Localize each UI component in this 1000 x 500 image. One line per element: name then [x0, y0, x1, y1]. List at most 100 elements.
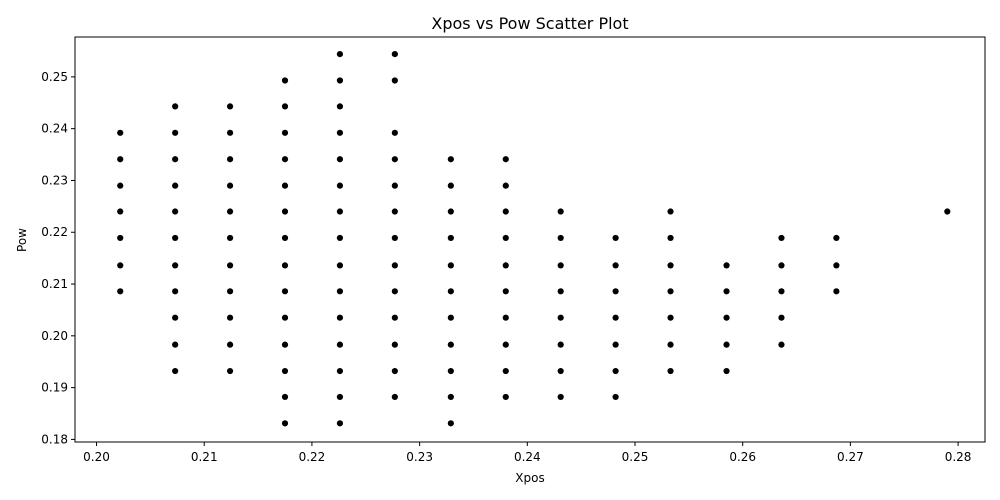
- scatter-point: [281, 420, 289, 427]
- scatter-point: [281, 156, 289, 163]
- scatter-point: [778, 288, 785, 295]
- scatter-point: [447, 208, 454, 215]
- scatter-point: [336, 262, 344, 269]
- scatter-point: [447, 341, 454, 348]
- scatter-point: [226, 367, 234, 375]
- scatter-point: [336, 420, 344, 427]
- scatter-point: [612, 314, 619, 321]
- scatter-point: [336, 77, 344, 84]
- scatter-point: [281, 393, 289, 401]
- points-layer: [117, 50, 951, 427]
- scatter-point: [336, 129, 344, 136]
- y-axis: 0.18 0.19 0.20 0.21 0.22 0.23 0.24 0.25: [41, 70, 75, 446]
- scatter-point: [723, 262, 730, 269]
- scatter-point: [281, 77, 289, 84]
- y-axis-title: Pow: [15, 228, 29, 252]
- scatter-point: [226, 182, 234, 189]
- x-tick-label: 0.26: [729, 450, 756, 464]
- plot-area: [74, 36, 986, 443]
- x-tick-label: 0.22: [299, 450, 326, 464]
- scatter-point: [391, 182, 398, 189]
- scatter-point: [557, 262, 564, 269]
- y-tick-label: 0.24: [41, 122, 68, 136]
- y-tick-label: 0.21: [41, 277, 68, 291]
- scatter-point: [172, 288, 179, 295]
- scatter-point: [117, 156, 124, 163]
- y-tick-label: 0.22: [41, 225, 68, 239]
- scatter-point: [778, 262, 785, 269]
- scatter-point: [667, 341, 674, 348]
- scatter-point: [667, 288, 674, 295]
- scatter-point: [172, 156, 179, 163]
- scatter-point: [447, 420, 454, 427]
- x-tick-label: 0.20: [83, 450, 110, 464]
- scatter-point: [117, 262, 124, 269]
- scatter-point: [502, 341, 509, 348]
- scatter-point: [336, 103, 344, 110]
- scatter-point: [778, 314, 785, 321]
- scatter-point: [226, 288, 234, 295]
- scatter-point: [557, 314, 564, 321]
- scatter-point: [226, 156, 234, 163]
- y-tick-label: 0.25: [41, 70, 68, 84]
- scatter-point: [226, 234, 234, 242]
- scatter-point: [447, 314, 454, 321]
- scatter-point: [172, 341, 179, 348]
- scatter-point: [778, 341, 785, 348]
- scatter-point: [172, 182, 179, 189]
- scatter-point: [557, 288, 564, 295]
- scatter-point: [502, 208, 509, 215]
- scatter-point: [281, 234, 289, 242]
- scatter-point: [391, 341, 398, 348]
- y-tick-label: 0.18: [41, 432, 68, 446]
- scatter-point: [117, 288, 124, 295]
- scatter-point: [612, 262, 619, 269]
- scatter-point: [336, 393, 344, 401]
- scatter-point: [336, 341, 344, 348]
- scatter-point: [172, 208, 179, 215]
- scatter-point: [336, 314, 344, 321]
- scatter-point: [336, 182, 344, 189]
- scatter-point: [612, 288, 619, 295]
- scatter-point: [557, 234, 564, 242]
- scatter-point: [833, 234, 840, 242]
- scatter-point: [391, 77, 398, 84]
- scatter-point: [281, 288, 289, 295]
- scatter-point: [281, 208, 289, 215]
- scatter-point: [447, 393, 454, 401]
- scatter-point: [557, 208, 564, 215]
- scatter-point: [391, 314, 398, 321]
- y-tick-label: 0.19: [41, 381, 68, 395]
- scatter-point: [502, 288, 509, 295]
- scatter-point: [391, 156, 398, 163]
- scatter-point: [833, 288, 840, 295]
- scatter-point: [117, 208, 124, 215]
- scatter-point: [502, 262, 509, 269]
- scatter-point: [833, 262, 840, 269]
- scatter-point: [226, 103, 234, 110]
- x-tick-label: 0.25: [622, 450, 649, 464]
- x-axis: 0.20 0.21 0.22 0.23 0.24 0.25 0.26 0.27 0.28: [83, 442, 971, 464]
- scatter-point: [226, 262, 234, 269]
- scatter-point: [502, 367, 509, 375]
- scatter-point: [226, 208, 234, 215]
- scatter-point: [612, 341, 619, 348]
- x-tick-label: 0.21: [191, 450, 218, 464]
- scatter-point: [723, 367, 730, 375]
- scatter-point: [281, 182, 289, 189]
- y-tick-label: 0.23: [41, 173, 68, 187]
- scatter-point: [778, 234, 785, 242]
- scatter-point: [336, 208, 344, 215]
- x-axis-title: Xpos: [515, 471, 544, 485]
- scatter-point: [447, 367, 454, 375]
- scatter-point: [281, 129, 289, 136]
- scatter-point: [447, 262, 454, 269]
- x-tick-label: 0.23: [406, 450, 433, 464]
- scatter-point: [117, 129, 124, 136]
- scatter-point: [667, 208, 674, 215]
- scatter-point: [612, 234, 619, 242]
- scatter-point: [557, 341, 564, 348]
- scatter-point: [117, 182, 124, 189]
